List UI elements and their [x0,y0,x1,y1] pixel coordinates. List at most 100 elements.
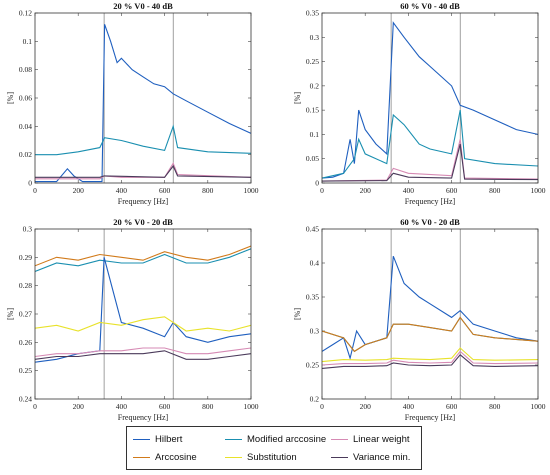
series-line-hilbert [322,21,538,179]
y-tick-label: 0.3 [310,33,320,42]
legend-label-hilbert: Hilbert [155,434,183,445]
plot-area [322,229,538,399]
series-line-arccosine [35,245,251,267]
x-tick-label: 400 [403,402,415,411]
plot-frame [34,12,252,184]
y-tick-label: 0.05 [306,154,319,163]
x-tick-label: 1000 [531,402,546,411]
legend-label-linear-weight: Linear weight [353,434,410,445]
series-line-modified-arccosine [35,248,251,273]
chart-title: 60 % V0 - 20 dB [400,217,460,227]
series-line-variance-min [35,350,251,360]
plot-frame [321,12,539,184]
legend-label-substitution: Substitution [247,452,297,463]
y-tick-label: 0.04 [19,122,32,131]
legend-swatch-variance-min [331,457,348,458]
y-tick-label: 0.28 [19,281,32,290]
legend-item-variance-min: Variance min. [331,451,410,464]
x-tick-label: 0 [320,186,324,195]
x-tick-label: 200 [360,402,372,411]
chart-title: 60 % V0 - 40 dB [400,1,460,11]
series-line-hilbert [35,24,251,183]
chart-panel-3: 20 % V0 - 20 dB 0 200 400 600 800 1000 0.24 0.25… [6,217,259,422]
x-tick-label: 600 [159,402,171,411]
x-tick-label: 200 [73,186,85,195]
y-tick-label: 0.35 [306,9,319,18]
chart-panel-4: 60 % V0 - 20 dB 0 200 400 600 800 1000 0.2 0.25 0… [293,217,546,422]
y-tick-label: 0.25 [19,366,32,375]
y-tick-label: 0.12 [19,9,32,18]
series-line-variance-min [35,164,251,178]
legend-swatch-modified-arccosine [225,439,242,440]
plot-frame [34,228,252,400]
x-tick-label: 1000 [244,402,259,411]
legend-item-hilbert: Hilbert [133,433,182,446]
y-tick-label: 0.2 [310,395,320,404]
series-line-modified-arccosine [35,124,251,156]
y-axis-label: [%] [6,92,15,104]
chart-panel-1: 20 % V0 - 40 dB 0 200 400 600 800 1000 0 0.02 0.0… [6,1,259,206]
legend-item-substitution: Substitution [225,451,297,464]
x-axis-label: Frequency [Hz] [118,413,169,422]
y-tick-label: 0.1 [310,130,320,139]
y-axis-label: [%] [293,308,302,320]
y-tick-label: 0.4 [310,259,320,268]
legend-item-linear-weight: Linear weight [331,433,410,446]
y-tick-label: 0.29 [19,253,32,262]
series-line-hilbert [322,255,538,361]
y-tick-label: 0.2 [310,81,320,90]
x-tick-label: 800 [202,186,214,195]
legend-swatch-substitution [225,457,242,458]
legend-item-arccosine: Arccosine [133,451,197,464]
legend-label-variance-min: Variance min. [353,452,411,463]
chart-title: 20 % V0 - 20 dB [113,217,173,227]
x-tick-label: 1000 [244,186,259,195]
chart-title: 20 % V0 - 40 dB [113,1,173,11]
x-tick-label: 0 [320,402,324,411]
legend-label-modified-arccosine: Modified arccosine [247,434,327,445]
y-tick-label: 0.45 [306,225,319,234]
chart-panel-2: 60 % V0 - 40 dB 0 200 400 600 800 1000 0 0.05 0.1… [293,1,546,206]
x-tick-label: 200 [360,186,372,195]
legend-swatch-linear-weight [331,439,348,440]
x-axis-label: Frequency [Hz] [405,413,456,422]
x-tick-label: 600 [446,186,458,195]
y-tick-label: 0.02 [19,150,32,159]
x-tick-label: 0 [33,402,37,411]
y-tick-label: 0 [315,179,319,188]
y-tick-label: 0.15 [306,106,319,115]
x-tick-label: 800 [489,186,501,195]
y-tick-label: 0 [28,179,32,188]
y-tick-label: 0.3 [310,327,320,336]
legend-swatch-arccosine [133,457,150,458]
y-axis-label: [%] [6,308,15,320]
y-tick-label: 0.3 [23,225,33,234]
x-tick-label: 600 [159,186,171,195]
y-tick-label: 0.26 [19,338,32,347]
chart-panels: 20 % V0 - 40 dB 0 200 400 600 800 1000 0 0.02 0.0… [6,1,546,422]
series-line-variance-min [322,143,538,182]
x-tick-label: 600 [446,402,458,411]
y-tick-label: 0.06 [19,94,32,103]
x-tick-label: 800 [489,402,501,411]
plot-area [35,13,251,183]
plot-area [35,229,251,399]
series-line-variance-min [322,354,538,369]
x-tick-label: 800 [202,402,214,411]
y-tick-label: 0.25 [306,361,319,370]
series-line-modified-arccosine [322,109,538,179]
series-line-arccosine [322,316,538,353]
y-tick-label: 0.35 [306,293,319,302]
legend: Hilbert Arccosine Modified arccosine Sub… [126,426,422,470]
legend-item-modified-arccosine: Modified arccosine [225,433,326,446]
x-axis-label: Frequency [Hz] [405,197,456,206]
plot-area [322,13,538,183]
plot-frame [321,228,539,400]
x-tick-label: 0 [33,186,37,195]
x-tick-label: 400 [116,186,128,195]
x-tick-label: 200 [73,402,85,411]
series-line-substitution [35,316,251,332]
y-tick-label: 0.24 [19,395,32,404]
y-axis-label: [%] [293,92,302,104]
